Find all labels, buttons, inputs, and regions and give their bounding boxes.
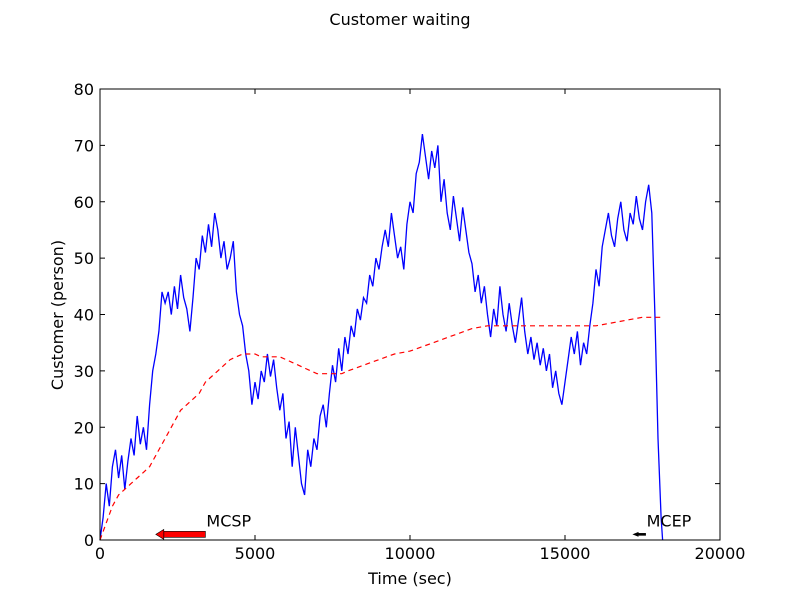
axes-frame: [99, 88, 721, 541]
y-tick-label: 70: [74, 136, 94, 155]
x-tick-label: 5000: [235, 544, 276, 563]
annotation-label: MCSP: [206, 511, 251, 530]
annotation-arrow-head: [632, 531, 639, 537]
x-tick-label: 10000: [385, 544, 436, 563]
y-tick-label: 10: [74, 475, 94, 494]
y-tick-label: 0: [84, 531, 94, 550]
series-line-2: [99, 316, 665, 541]
plot-area: 0 5000 10000 15000 20000 0 10 20 30 40 50 60 70 80 MCS…: [74, 80, 746, 563]
x-tick-label: 15000: [540, 544, 591, 563]
y-tick-label: 20: [74, 418, 94, 437]
annotation-arrow-shaft: [637, 533, 646, 536]
annotation-label: MCEP: [647, 511, 692, 530]
x-axis-label: Time (sec): [367, 569, 452, 588]
y-axis-label: Customer (person): [48, 240, 67, 390]
annotation-arrow-head: [155, 528, 165, 540]
y-tick-label: 40: [74, 306, 94, 325]
y-tick-label: 60: [74, 193, 94, 212]
x-tick-label: 0: [95, 544, 105, 563]
y-tick-label: 30: [74, 362, 94, 381]
x-tick-label: 20000: [695, 544, 746, 563]
y-tick-label: 50: [74, 249, 94, 268]
series-line-1: [99, 134, 664, 541]
annotation-arrow-shaft: [163, 531, 206, 538]
chart-title: Customer waiting: [329, 10, 470, 29]
y-tick-label: 80: [74, 80, 94, 99]
